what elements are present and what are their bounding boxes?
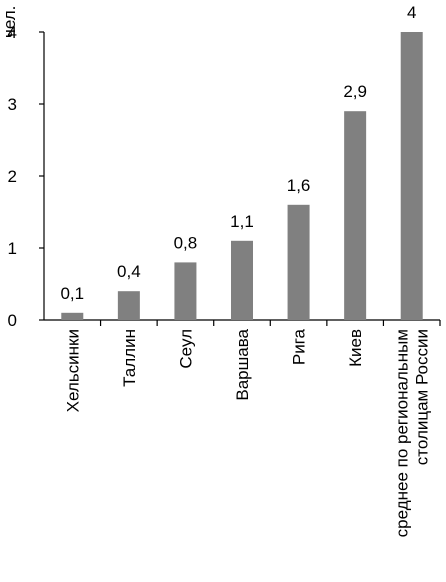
category-label: столицам России xyxy=(413,329,432,465)
data-label: 0,4 xyxy=(117,262,141,281)
y-tick-label: 1 xyxy=(8,239,17,258)
category-label: среднее по региональным xyxy=(393,329,412,537)
y-tick-label: 4 xyxy=(8,23,17,42)
bar xyxy=(61,312,84,320)
labels: 0,1 Хельсинки 0,4 Таллин 0,8 Сеул 1,1 Варшава 1,… xyxy=(60,3,431,537)
data-label: 2,9 xyxy=(343,82,367,101)
category-label: Варшава xyxy=(233,328,252,400)
data-label: 4 xyxy=(407,3,416,22)
category-label: Киев xyxy=(346,329,365,367)
bar xyxy=(287,204,310,320)
data-label: 0,8 xyxy=(174,233,198,252)
y-tick-label: 2 xyxy=(8,167,17,186)
bar xyxy=(231,240,253,320)
data-label: 0,1 xyxy=(60,284,84,303)
bar xyxy=(117,291,140,320)
category-label: Хельсинки xyxy=(63,329,82,412)
data-label: 1,6 xyxy=(287,176,311,195)
y-axis-label: чел. xyxy=(0,6,19,38)
y-tick-label: 0 xyxy=(8,311,17,330)
y-tick-label: 3 xyxy=(8,95,17,114)
bar xyxy=(174,262,197,320)
category-label: Таллин xyxy=(120,329,139,387)
bar xyxy=(400,32,423,320)
data-label: 1,1 xyxy=(230,212,254,231)
bars xyxy=(61,32,423,320)
category-label: Рига xyxy=(290,328,309,365)
category-label: Сеул xyxy=(176,329,195,369)
bar xyxy=(344,111,367,320)
